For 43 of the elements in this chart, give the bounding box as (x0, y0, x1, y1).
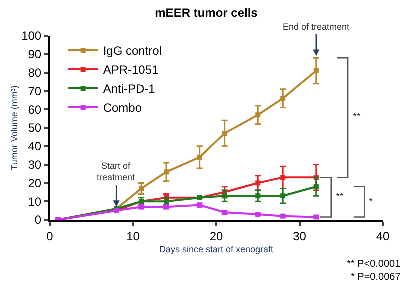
point (314, 68, 319, 74)
legend-label: IgG control (103, 44, 162, 58)
annotation: * (369, 197, 373, 208)
y-tick-label: 10 (28, 194, 42, 209)
point (256, 194, 261, 199)
x-tick-label: 40 (376, 229, 390, 244)
legend-label: Combo (103, 101, 142, 116)
point (222, 131, 228, 136)
y-axis-title: Tumor Volume (mm³) (9, 86, 20, 170)
annotation: ** (353, 112, 361, 123)
legend-label: APR-1051 (103, 63, 160, 78)
x-axis-title: Days since start of xenograft (159, 244, 274, 255)
point (314, 184, 319, 190)
point (197, 154, 202, 160)
point (222, 194, 228, 199)
y-tick-label: 60 (28, 102, 42, 117)
point (139, 186, 144, 192)
annotation: ** (336, 192, 344, 203)
x-tick-label: 20 (210, 229, 224, 244)
chart-title: mEER tumor cells (155, 6, 258, 20)
y-tick-label: 30 (28, 158, 42, 172)
y-tick-label: 20 (28, 176, 42, 190)
y-tick-label: 0 (34, 213, 42, 228)
y-tick-label: 50 (28, 121, 42, 136)
legend-label: Anti-PD-1 (103, 82, 156, 96)
annotation: End of treatment (283, 22, 350, 32)
y-tick-label: 80 (28, 66, 42, 80)
annotation: Start of treatment (97, 161, 136, 183)
point (280, 175, 286, 180)
point (256, 180, 261, 186)
point (280, 194, 286, 199)
text: ** P<0.0001 (347, 259, 402, 270)
y-tick-label: 100 (22, 29, 42, 44)
y-tick-label: 90 (28, 48, 42, 62)
y-tick-label: 40 (28, 140, 42, 154)
point (164, 170, 170, 175)
x-tick-label: 10 (126, 229, 140, 244)
x-tick-label: 30 (293, 229, 307, 244)
point (256, 112, 261, 118)
x-tick-label: 0 (46, 229, 54, 244)
point (280, 96, 286, 102)
y-tick-label: 70 (28, 84, 42, 98)
text: * P=0.0067 (351, 272, 402, 283)
